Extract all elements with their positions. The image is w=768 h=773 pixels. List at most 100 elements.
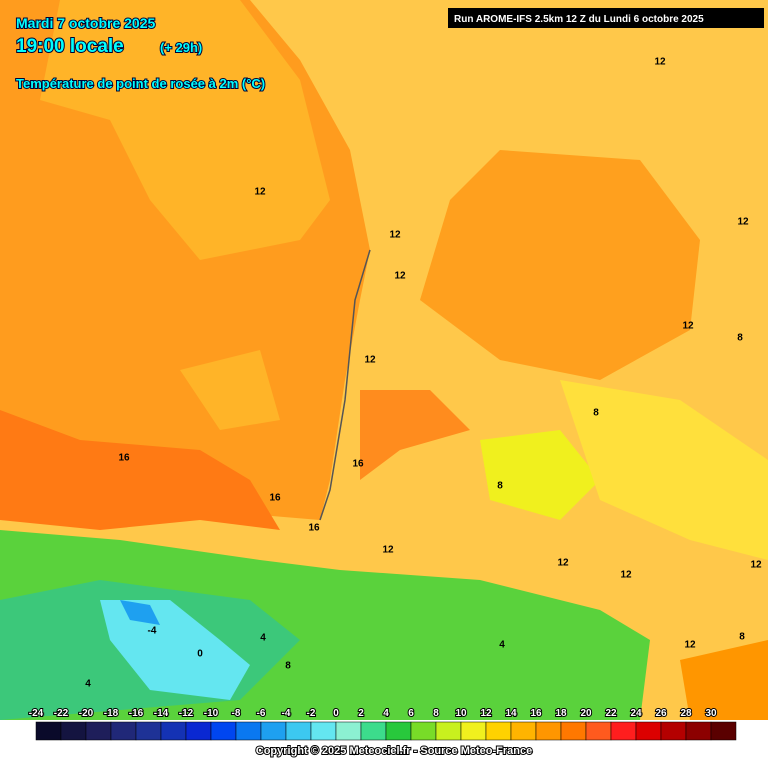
contour-label: 12: [750, 560, 762, 571]
colorbar-segment: [685, 721, 712, 741]
parameter: Température de point de rosée à 2m (°C): [16, 76, 265, 91]
colorbar-segment: [110, 721, 137, 741]
colorbar-segment: [35, 721, 62, 741]
colorbar-tick-label: -20: [79, 708, 94, 719]
colorbar-segment: [285, 721, 312, 741]
colorbar-segment: [60, 721, 87, 741]
colorbar-segment: [385, 721, 412, 741]
colorbar-tick-label: 30: [705, 708, 717, 719]
cold-core: [120, 600, 160, 625]
colorbar-segment: [660, 721, 687, 741]
contour-label: 4: [85, 679, 91, 690]
colorbar-tick-label: 12: [480, 708, 492, 719]
colorbar-tick-label: 18: [555, 708, 567, 719]
run-info: Run AROME-IFS 2.5km 12 Z du Lundi 6 octo…: [454, 14, 704, 25]
contour-label: 12: [737, 217, 749, 228]
colorbar-segment: [510, 721, 537, 741]
contour-label: 4: [499, 640, 505, 651]
colorbar-segment: [610, 721, 637, 741]
colorbar-segment: [585, 721, 612, 741]
colorbar-tick-label: -18: [104, 708, 119, 719]
colorbar-tick-label: 10: [455, 708, 467, 719]
colorbar-segment: [485, 721, 512, 741]
colorbar-tick-label: -4: [282, 708, 291, 719]
east-warm: [680, 640, 768, 720]
cold-area: [100, 600, 250, 700]
contour-label: 12: [254, 187, 266, 198]
colorbar-tick-label: 24: [630, 708, 642, 719]
contour-label: 12: [684, 640, 696, 651]
contour-label: 12: [654, 57, 666, 68]
colorbar-tick-label: -10: [204, 708, 219, 719]
time: 19:00 locale: [16, 36, 124, 57]
colorbar-segment: [135, 721, 162, 741]
contour-label: 16: [308, 523, 320, 534]
dry-area: [480, 430, 600, 520]
colorbar-segment: [335, 721, 362, 741]
colorbar-tick-label: 14: [505, 708, 517, 719]
contour-label: 16: [352, 459, 364, 470]
colorbar-segment: [435, 721, 462, 741]
ocean-lighter: [40, 0, 330, 260]
dry-area: [560, 380, 768, 560]
contour-label: 4: [260, 633, 266, 644]
colorbar-segment: [560, 721, 587, 741]
contour-label: 12: [557, 558, 569, 569]
colorbar-tick-label: 16: [530, 708, 542, 719]
contour-label: 8: [497, 481, 503, 492]
colorbar-tick-label: -8: [232, 708, 241, 719]
colorbar-tick-label: 26: [655, 708, 667, 719]
colorbar-segment: [85, 721, 112, 741]
contour-label: -4: [148, 626, 157, 637]
colorbar-segment: [710, 721, 737, 741]
colorbar-segment: [185, 721, 212, 741]
contour-label: 12: [394, 271, 406, 282]
contour-label: 8: [285, 661, 291, 672]
contour-label: 12: [382, 545, 394, 556]
ocean-warm: [0, 410, 280, 530]
colorbar-tick-label: 0: [333, 708, 339, 719]
colorbar-tick-label: 22: [605, 708, 617, 719]
colorbar-segment: [260, 721, 287, 741]
contour-label: 8: [739, 632, 745, 643]
date: Mardi 7 octobre 2025: [16, 15, 155, 31]
colorbar-tick-label: -12: [179, 708, 194, 719]
colorbar-segment: [160, 721, 187, 741]
colorbar-segment: [360, 721, 387, 741]
inland-warm: [360, 390, 470, 480]
copyright: Copyright © 2025 Meteociel.fr - Source M…: [256, 745, 532, 757]
contour-label: 8: [737, 333, 743, 344]
contour-label: 12: [364, 355, 376, 366]
colorbar-tick-label: -16: [129, 708, 144, 719]
colorbar-tick-label: -6: [257, 708, 266, 719]
contour-label: 12: [620, 570, 632, 581]
colorbar-tick-label: 8: [433, 708, 439, 719]
colorbar-tick-label: 6: [408, 708, 414, 719]
colorbar-tick-label: 20: [580, 708, 592, 719]
colorbar-tick-label: 2: [358, 708, 364, 719]
coastline: [319, 249, 371, 521]
colorbar-tick-label: 28: [680, 708, 692, 719]
colorbar-tick-label: -24: [29, 708, 44, 719]
colorbar-tick-label: 4: [383, 708, 389, 719]
colorbar-segment: [535, 721, 562, 741]
ocean-lighter: [180, 350, 280, 430]
colorbar-tick-label: -2: [307, 708, 316, 719]
contour-label: 0: [197, 649, 203, 660]
contour-label: 12: [389, 230, 401, 241]
contour-label: 8: [593, 408, 599, 419]
colorbar-segment: [235, 721, 262, 741]
colorbar-segment: [410, 721, 437, 741]
contour-label: 16: [269, 493, 281, 504]
contour-label: 12: [682, 321, 694, 332]
colorbar-segment: [635, 721, 662, 741]
colorbar-segment: [310, 721, 337, 741]
inland-warm: [420, 150, 700, 380]
run-box: [448, 8, 764, 28]
colorbar-tick-label: -14: [154, 708, 169, 719]
colorbar-segment: [210, 721, 237, 741]
lead-time: (+ 29h): [160, 40, 202, 55]
colorbar-segment: [460, 721, 487, 741]
contour-label: 16: [118, 453, 130, 464]
